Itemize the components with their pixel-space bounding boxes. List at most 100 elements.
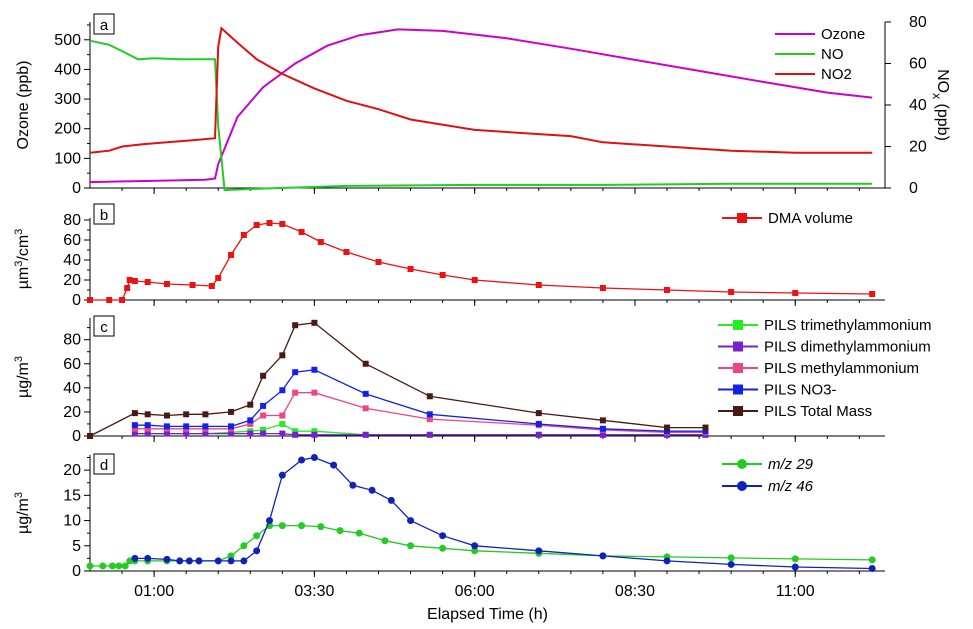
legend-swatch-marker xyxy=(733,320,743,330)
panel-d-y-tick-label: 15 xyxy=(63,487,81,504)
data-point xyxy=(131,430,138,437)
data-point xyxy=(599,425,606,432)
data-point xyxy=(279,420,286,427)
panel-b-y-axis-label: µm3/cm3 xyxy=(13,229,32,290)
series-b-0-line xyxy=(90,222,873,301)
data-point xyxy=(439,272,446,278)
panel-c-axes: 0 20 40 60 80 c xyxy=(63,315,885,445)
data-point xyxy=(260,402,267,409)
data-point xyxy=(535,431,542,438)
data-point xyxy=(362,405,369,412)
legend-item-b-0: DMA volume xyxy=(722,210,853,227)
legend-item-a-1: NO xyxy=(775,46,844,63)
panel-b-y-label-sup2: 3 xyxy=(13,229,25,235)
label-layer: NOx (ppb)Ozone (ppb)µm3/cm3µg/m3µg/m301:… xyxy=(13,61,951,623)
data-point xyxy=(214,557,222,565)
data-point xyxy=(727,554,735,562)
data-point xyxy=(362,390,369,397)
data-point xyxy=(131,278,138,284)
panel-a-y2-axis-label-main: NO xyxy=(934,69,951,93)
data-point xyxy=(387,496,395,504)
data-point xyxy=(311,319,318,326)
legend-label: NO xyxy=(821,46,844,63)
panel-b-y-label-main: µm xyxy=(15,267,32,290)
data-point xyxy=(336,527,344,535)
panel-a-y2-tick-label: 80 xyxy=(909,14,927,31)
panel-a-y2-axis-label-sub: x xyxy=(930,93,944,99)
data-point xyxy=(215,275,222,281)
panel-d-y-label-main: µg/m xyxy=(15,498,32,534)
data-point xyxy=(144,430,151,437)
data-point xyxy=(728,289,735,295)
data-point xyxy=(426,416,433,423)
data-point xyxy=(131,422,138,429)
data-point xyxy=(664,287,671,293)
data-point xyxy=(176,557,184,565)
data-point xyxy=(195,557,203,565)
panel-a-y2-tick-label: 0 xyxy=(909,180,918,197)
data-point xyxy=(163,423,170,430)
data-point xyxy=(381,537,389,545)
x-tick-label: 06:00 xyxy=(455,583,495,600)
data-point xyxy=(292,389,299,396)
panel-c-letter: c xyxy=(100,319,108,336)
data-point xyxy=(163,555,171,563)
data-point xyxy=(426,431,433,438)
data-point xyxy=(185,557,193,565)
panel-b-y-label-sup1: 3 xyxy=(13,261,25,267)
legend-label: PILS trimethylammonium xyxy=(764,317,932,334)
panel-b-letter-box xyxy=(93,203,115,225)
panel-c-y-tick-label: 40 xyxy=(63,380,81,397)
data-point xyxy=(278,471,286,479)
panel-c-y-label-sup: 3 xyxy=(13,356,25,362)
panel-d-y-tick-label: 0 xyxy=(72,563,81,580)
data-point xyxy=(292,431,299,438)
data-point xyxy=(247,417,254,424)
legend-b: DMA volume xyxy=(722,210,853,227)
panel-d-letter: d xyxy=(100,457,108,474)
panel-d-y-label-sup: 3 xyxy=(13,492,25,498)
data-point xyxy=(253,532,261,540)
data-point xyxy=(253,547,261,555)
data-point xyxy=(227,557,235,565)
data-point xyxy=(279,352,286,359)
panel-a-y-tick-label: 400 xyxy=(54,61,81,78)
panel-d-axes: 0 5 10 15 20 d xyxy=(63,453,885,580)
legend-label: m/z 46 xyxy=(768,478,814,495)
data-point xyxy=(317,239,324,245)
data-point xyxy=(131,410,138,417)
data-point xyxy=(362,360,369,367)
x-axis-label: Elapsed Time (h) xyxy=(427,606,548,623)
series-c-4 xyxy=(87,319,709,439)
data-point xyxy=(727,560,735,568)
data-point xyxy=(311,366,318,373)
x-tick-label: 11:00 xyxy=(776,583,815,600)
data-point xyxy=(144,279,151,285)
data-point xyxy=(106,297,113,303)
data-point xyxy=(702,428,709,435)
panel-c-y-label-main: µg/m xyxy=(15,362,32,398)
series-a-1-line xyxy=(89,39,873,192)
panel-a-y2-tick-label: 20 xyxy=(909,139,927,156)
data-point xyxy=(144,554,152,562)
data-point xyxy=(240,232,247,238)
data-point xyxy=(868,564,876,572)
data-point xyxy=(208,283,215,289)
data-point xyxy=(131,425,138,432)
legend-label: m/z 29 xyxy=(768,456,814,473)
data-point xyxy=(292,322,299,329)
data-point xyxy=(298,456,306,464)
series-d-1 xyxy=(131,454,876,572)
data-point xyxy=(664,428,671,435)
panel-a-axes: 0 100 200 300 400 500 0 20 40 60 80 a xyxy=(54,13,927,197)
legend-swatch-marker xyxy=(737,481,747,491)
panel-b-letter: b xyxy=(100,207,108,224)
data-point xyxy=(791,555,799,563)
data-point xyxy=(349,481,357,489)
series-a-0-line xyxy=(89,28,873,184)
legend-item-a-2: NO2 xyxy=(775,66,852,83)
panel-a-letter-box xyxy=(93,13,115,35)
panel-c-letter-box xyxy=(93,315,115,337)
